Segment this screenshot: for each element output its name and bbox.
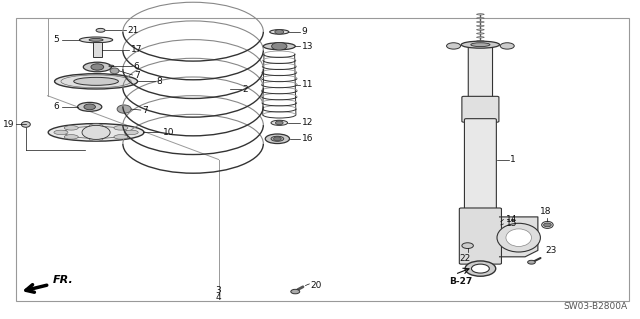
- Circle shape: [275, 30, 284, 34]
- Ellipse shape: [461, 41, 500, 48]
- Ellipse shape: [48, 124, 144, 141]
- Ellipse shape: [89, 124, 103, 128]
- FancyBboxPatch shape: [468, 45, 493, 100]
- Text: FR.: FR.: [52, 275, 74, 285]
- Circle shape: [275, 121, 283, 125]
- Text: 4: 4: [216, 293, 221, 302]
- Ellipse shape: [96, 28, 105, 32]
- Ellipse shape: [263, 43, 295, 50]
- Text: 20: 20: [310, 281, 322, 290]
- Ellipse shape: [114, 126, 128, 130]
- Ellipse shape: [477, 41, 484, 42]
- Circle shape: [273, 137, 281, 141]
- Ellipse shape: [54, 130, 68, 135]
- Circle shape: [82, 125, 110, 139]
- Ellipse shape: [506, 229, 531, 247]
- Text: 2: 2: [243, 85, 248, 94]
- Ellipse shape: [527, 260, 535, 264]
- Text: 9: 9: [301, 27, 307, 36]
- Ellipse shape: [500, 43, 514, 49]
- FancyBboxPatch shape: [462, 96, 499, 122]
- Text: 8: 8: [156, 77, 162, 86]
- Ellipse shape: [54, 74, 138, 89]
- Ellipse shape: [477, 21, 484, 23]
- Text: 3: 3: [216, 286, 221, 295]
- Polygon shape: [500, 217, 538, 257]
- FancyBboxPatch shape: [460, 208, 502, 264]
- Ellipse shape: [117, 105, 131, 113]
- Ellipse shape: [477, 25, 484, 26]
- Circle shape: [91, 64, 104, 70]
- Text: 18: 18: [540, 207, 552, 216]
- Circle shape: [543, 223, 551, 227]
- Ellipse shape: [79, 37, 113, 43]
- Ellipse shape: [21, 122, 30, 127]
- Ellipse shape: [271, 136, 284, 141]
- Ellipse shape: [124, 130, 138, 135]
- Ellipse shape: [64, 135, 78, 139]
- Text: 14: 14: [506, 215, 517, 224]
- Ellipse shape: [465, 261, 496, 276]
- Ellipse shape: [447, 43, 461, 49]
- Ellipse shape: [89, 39, 103, 41]
- Ellipse shape: [64, 126, 78, 130]
- Text: 10: 10: [163, 128, 174, 137]
- Text: 22: 22: [460, 254, 470, 263]
- Text: 21: 21: [127, 26, 139, 35]
- Ellipse shape: [77, 102, 102, 111]
- Text: 12: 12: [301, 118, 313, 127]
- Ellipse shape: [477, 14, 484, 15]
- FancyBboxPatch shape: [93, 42, 102, 57]
- Circle shape: [84, 104, 95, 110]
- Text: 7: 7: [142, 106, 148, 115]
- Ellipse shape: [269, 30, 289, 34]
- Text: SW03-B2800A: SW03-B2800A: [563, 302, 627, 311]
- Ellipse shape: [462, 243, 474, 249]
- Text: 7: 7: [134, 71, 140, 80]
- Ellipse shape: [471, 43, 490, 47]
- Ellipse shape: [477, 18, 484, 19]
- Text: 16: 16: [301, 134, 313, 143]
- Text: 23: 23: [545, 246, 557, 255]
- Ellipse shape: [265, 134, 289, 144]
- Ellipse shape: [477, 37, 484, 38]
- Text: B-27: B-27: [450, 277, 473, 286]
- Text: 1: 1: [511, 155, 516, 164]
- Ellipse shape: [114, 135, 128, 139]
- Text: 15: 15: [506, 219, 517, 228]
- Ellipse shape: [477, 29, 484, 30]
- Text: 6: 6: [134, 62, 140, 70]
- Circle shape: [472, 264, 490, 273]
- Ellipse shape: [89, 137, 103, 141]
- Ellipse shape: [110, 68, 119, 74]
- Ellipse shape: [74, 77, 118, 85]
- Text: 11: 11: [301, 80, 313, 89]
- Ellipse shape: [541, 221, 553, 228]
- Ellipse shape: [109, 65, 114, 67]
- Ellipse shape: [497, 223, 540, 252]
- Ellipse shape: [291, 289, 300, 294]
- Circle shape: [271, 42, 287, 50]
- Ellipse shape: [83, 62, 111, 72]
- Ellipse shape: [477, 33, 484, 34]
- Text: 6: 6: [53, 102, 59, 111]
- Text: 5: 5: [53, 35, 59, 44]
- Text: 13: 13: [301, 42, 313, 51]
- FancyBboxPatch shape: [465, 119, 497, 211]
- Ellipse shape: [271, 120, 287, 125]
- Text: 17: 17: [131, 45, 142, 54]
- Text: 19: 19: [3, 120, 14, 129]
